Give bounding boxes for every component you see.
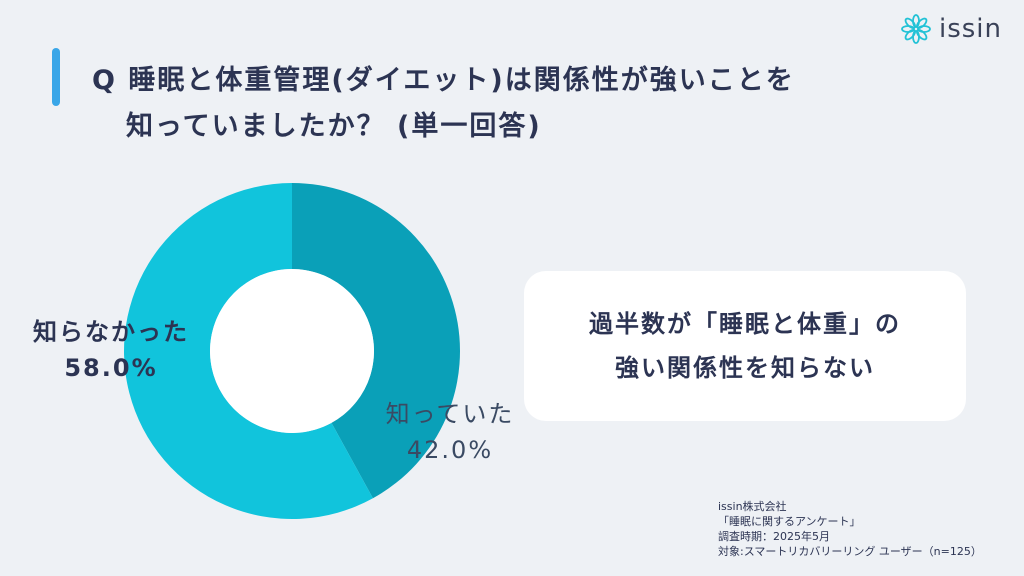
slice-label-known-name: 知っていた [385, 400, 515, 428]
title-accent-bar [52, 48, 60, 106]
slice-label-not-known: 知らなかった 58.0% [22, 314, 200, 386]
callout-line-1: 過半数が「睡眠と体重」の [589, 310, 901, 338]
title-line-1: Q 睡眠と体重管理(ダイエット)は関係性が強いことを [92, 65, 795, 96]
slice-label-known-value: 42.0% [406, 436, 494, 464]
callout-line-2: 強い関係性を知らない [615, 354, 875, 382]
slice-label-not-known-name: 知らなかった [33, 318, 189, 346]
source-line-survey: 「睡眠に関するアンケート」 [718, 515, 861, 528]
title-line-2: 知っていましたか？ (単一回答) [126, 111, 542, 142]
donut-hole [210, 269, 374, 433]
brand-name: issin [938, 14, 1002, 44]
source-line-period: 調査時期：2025年5月 [718, 530, 830, 543]
callout-box: 過半数が「睡眠と体重」の 強い関係性を知らない [524, 271, 966, 421]
brand-logo: issin [901, 14, 1002, 44]
flower-logo-icon [901, 14, 931, 44]
source-line-company: issin株式会社 [718, 500, 787, 513]
slice-label-not-known-value: 58.0% [64, 354, 158, 382]
page-title: Q 睡眠と体重管理(ダイエット)は関係性が強いことを 知っていましたか？ (単一… [92, 58, 795, 150]
source-line-target: 対象:スマートリカバリーリング ユーザー（n=125） [718, 545, 982, 558]
slice-label-known: 知っていた 42.0% [372, 396, 528, 468]
source-note: issin株式会社 「睡眠に関するアンケート」 調査時期：2025年5月 対象:… [718, 499, 982, 559]
